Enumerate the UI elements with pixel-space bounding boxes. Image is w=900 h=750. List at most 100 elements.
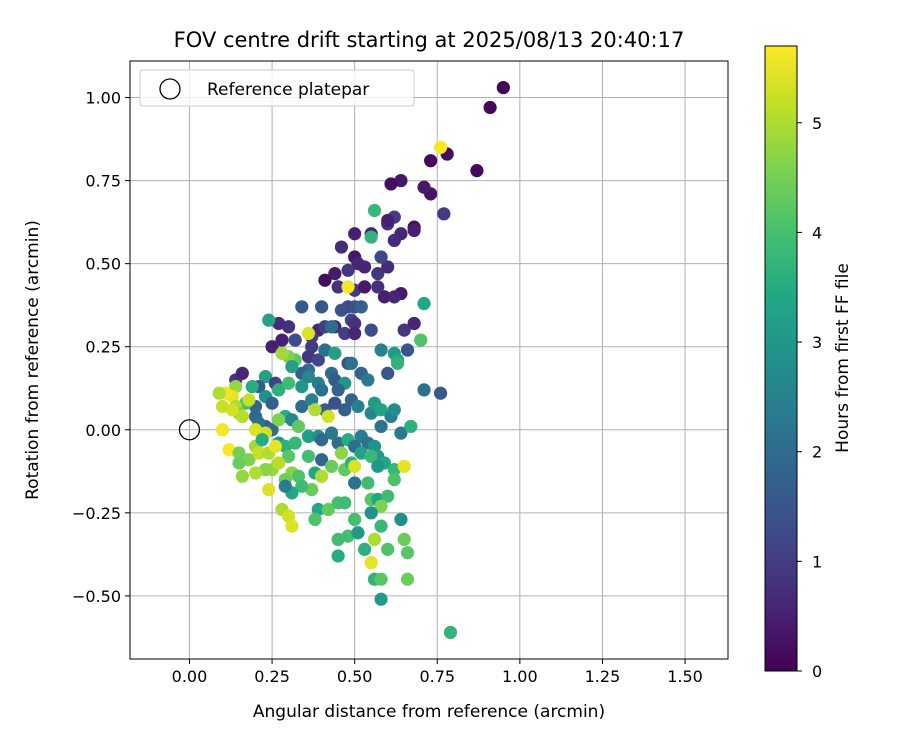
data-point [341,529,355,543]
data-point [222,443,236,457]
data-point [324,426,339,440]
data-point [367,439,382,453]
data-point [387,233,401,247]
data-point [437,207,451,221]
data-point [258,463,273,477]
data-point [311,353,325,367]
data-point [235,366,249,380]
data-point [281,509,296,523]
chart-title: FOV centre drift starting at 2025/08/13 … [174,28,685,52]
y-tick-label: 0.50 [85,255,121,274]
x-tick-label: 0.25 [254,667,290,686]
data-point [364,406,378,420]
legend-box [139,69,415,107]
data-point [272,456,286,470]
data-point [400,546,415,560]
data-point [371,459,385,473]
y-tick-label: 0.75 [85,172,121,191]
data-point [255,433,269,447]
plot-frame [129,60,729,660]
data-point [318,343,332,357]
data-point [417,383,431,397]
x-tick-label: 1.00 [502,667,538,686]
data-point [407,316,421,331]
data-point [331,383,345,397]
data-point [328,396,342,410]
x-tick-label: 0.75 [419,667,455,686]
colorbar-tick-label: 0 [812,662,822,681]
data-point [400,572,415,586]
y-tick-label: 0.00 [85,421,121,440]
reference-platepar-marker [178,419,201,441]
x-axis-ticks: 0.00 0.25 0.50 0.75 1.00 1.25 1.50 [172,659,703,686]
data-point [265,396,279,410]
data-point [470,164,484,178]
data-point [367,532,382,547]
data-point [394,174,408,188]
data-point [315,300,329,314]
data-point [357,260,372,274]
data-point [417,296,431,311]
grid-lines [130,61,728,659]
data-points [212,80,510,640]
data-point [232,456,246,470]
data-point [357,280,372,294]
data-point [278,439,292,453]
data-point [295,379,309,394]
data-point [374,403,388,417]
data-point [215,399,230,414]
data-point [281,320,296,334]
data-point [215,423,230,437]
data-point [245,379,259,394]
x-axis-label: Angular distance from reference (arcmin) [253,702,605,722]
data-point [301,449,316,463]
data-point [377,290,391,304]
data-point [331,549,345,563]
data-point [262,482,276,497]
data-point [334,446,349,460]
data-point [295,479,309,493]
data-point [248,423,263,437]
data-point [364,323,378,337]
colorbar-tick-label: 3 [812,333,822,352]
data-point [400,343,415,357]
data-point [295,300,309,314]
data-point [381,542,395,556]
data-point [301,370,316,384]
data-point [367,203,382,218]
data-point [364,449,378,463]
data-point [384,177,398,191]
data-point [328,373,342,387]
data-point [361,373,375,387]
data-point [364,506,378,520]
x-tick-label: 0.00 [172,667,208,686]
data-point [394,512,408,527]
data-point [348,316,362,331]
data-point [483,100,497,115]
data-point [272,413,286,427]
data-point [324,320,339,334]
data-point [371,280,385,294]
data-point [387,463,401,477]
data-point [371,267,385,281]
data-point [381,489,395,503]
y-axis-ticks: −0.50 −0.25 0.00 0.25 0.50 0.75 1.00 [72,89,130,606]
y-tick-label: −0.50 [72,587,121,606]
data-point [285,360,299,374]
data-point [397,532,411,547]
data-point [374,499,388,513]
data-point [311,502,325,517]
data-point [338,326,352,341]
data-point [331,532,345,547]
y-tick-label: 1.00 [85,89,121,108]
data-point [301,326,316,341]
data-point [397,459,411,473]
data-point [364,230,378,244]
data-point [341,280,355,294]
data-point [374,572,388,586]
data-point [305,393,319,407]
legend-open-circle-icon [159,78,181,100]
data-point [374,592,388,606]
data-point [262,313,276,327]
